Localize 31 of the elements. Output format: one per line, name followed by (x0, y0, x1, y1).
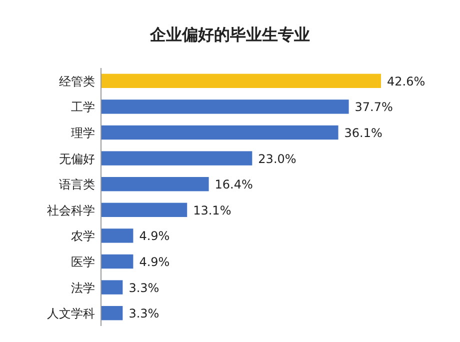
data-label: 3.3% (128, 280, 160, 295)
data-label: 37.7% (354, 100, 393, 114)
data-label: 23.0% (258, 152, 296, 166)
bar (101, 74, 381, 88)
data-label: 42.6% (387, 74, 426, 88)
y-tick-label: 无偏好 (59, 152, 95, 166)
bar (101, 254, 134, 269)
data-label: 4.9% (139, 229, 170, 244)
y-tick-label: 医学 (71, 255, 95, 269)
bar (101, 100, 349, 114)
bar (101, 228, 134, 243)
bar (101, 177, 209, 192)
bar (101, 280, 123, 294)
data-label: 16.4% (214, 178, 253, 192)
y-tick-label: 人文学科 (47, 306, 95, 321)
chart-title: 企业偏好的毕业生专业 (149, 25, 310, 44)
data-label: 3.3% (128, 306, 160, 321)
y-tick-label: 农学 (71, 229, 95, 244)
bar (101, 202, 188, 217)
y-tick-label: 社会科学 (47, 203, 95, 218)
data-label: 36.1% (344, 126, 382, 140)
bar (101, 151, 252, 166)
y-tick-label: 理学 (71, 126, 95, 140)
data-label: 13.1% (193, 203, 232, 218)
y-tick-label: 经管类 (59, 74, 95, 88)
bar (101, 306, 123, 320)
y-tick-label: 工学 (71, 100, 95, 114)
bar (101, 125, 338, 140)
data-label: 4.9% (139, 255, 170, 269)
y-tick-label: 语言类 (59, 178, 95, 192)
y-tick-label: 法学 (71, 280, 95, 295)
